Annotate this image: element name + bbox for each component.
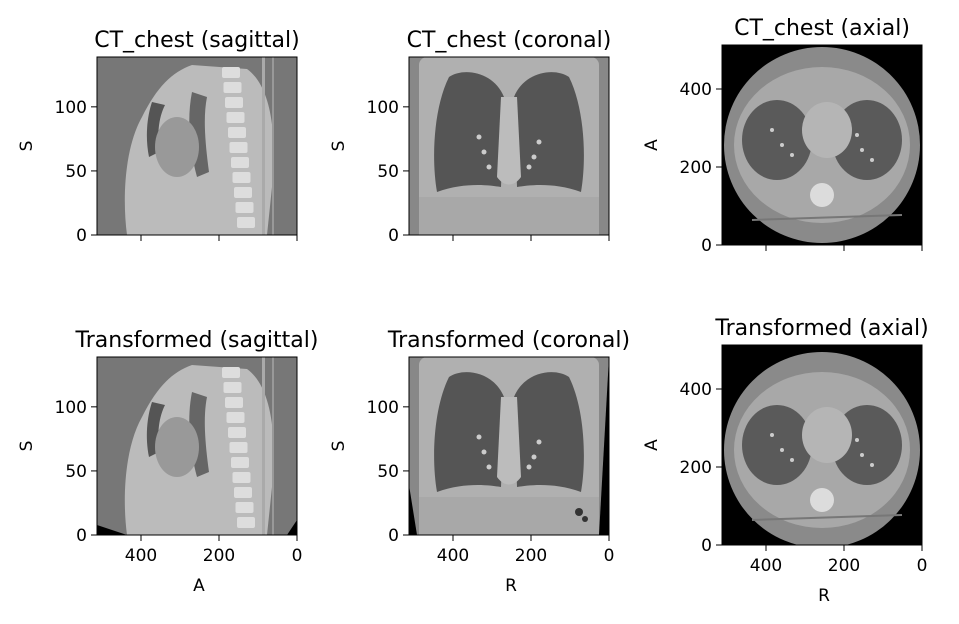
tr-sagittal-xtick-label: 0 bbox=[292, 546, 303, 566]
ct-sagittal-ytick-label: 100 bbox=[55, 98, 87, 118]
tr-coronal-ytick-label: 0 bbox=[388, 526, 399, 546]
tr-coronal-ytick-label: 100 bbox=[367, 398, 399, 418]
tr-sagittal-ylabel: S bbox=[17, 441, 37, 452]
tr-coronal-frame bbox=[408, 356, 610, 536]
tr-axial-ytick-label: 0 bbox=[701, 536, 712, 556]
panel-tr-sagittal: Transformed (sagittal) 0 50 100 400 200 0 S A bbox=[17, 328, 318, 596]
ct-sagittal-ylabel: S bbox=[17, 141, 37, 152]
tr-axial-xtick-label: 200 bbox=[828, 556, 860, 576]
tr-coronal-xlabel: R bbox=[505, 576, 517, 596]
tr-axial-image bbox=[722, 345, 922, 545]
tr-coronal-image bbox=[409, 357, 609, 535]
ct-coronal-ytick-label: 50 bbox=[377, 162, 399, 182]
tr-axial-ytick-label: 400 bbox=[680, 380, 712, 400]
ct-sagittal-ytick-label: 50 bbox=[65, 162, 87, 182]
ct-axial-image bbox=[722, 45, 922, 245]
tr-sagittal-xlabel: A bbox=[193, 576, 205, 596]
tr-coronal-ylabel: S bbox=[329, 441, 349, 452]
tr-sagittal-ytick-label: 50 bbox=[65, 462, 87, 482]
panel-ct-axial: CT_chest (axial) 0 200 400 A bbox=[642, 16, 923, 256]
ct-coronal-image bbox=[409, 57, 609, 235]
ct-sagittal-image bbox=[97, 57, 297, 235]
ct-sagittal-frame bbox=[96, 56, 298, 236]
tr-coronal-xtick-label: 0 bbox=[604, 546, 615, 566]
tr-coronal-xtick-label: 400 bbox=[437, 546, 469, 566]
ct-axial-ylabel: A bbox=[642, 139, 662, 151]
panel-tr-axial: Transformed (axial) 0 200 400 400 200 0 A R bbox=[642, 316, 929, 606]
tr-coronal-title: Transformed (coronal) bbox=[387, 328, 630, 353]
tr-sagittal-ytick-label: 100 bbox=[55, 398, 87, 418]
ct-coronal-frame bbox=[408, 56, 610, 236]
ct-coronal-title: CT_chest (coronal) bbox=[407, 28, 612, 53]
tr-axial-xtick-label: 0 bbox=[917, 556, 928, 576]
ct-sagittal-ytick-label: 0 bbox=[76, 226, 87, 246]
tr-axial-ylabel: A bbox=[642, 439, 662, 451]
ct-axial-ytick-label: 0 bbox=[701, 236, 712, 256]
ct-sagittal-title: CT_chest (sagittal) bbox=[94, 28, 300, 53]
ct-coronal-ytick-label: 100 bbox=[367, 98, 399, 118]
tr-axial-xlabel: R bbox=[818, 586, 830, 606]
tr-sagittal-frame bbox=[96, 356, 298, 536]
tr-sagittal-xtick-label: 400 bbox=[125, 546, 157, 566]
tr-axial-title: Transformed (axial) bbox=[714, 316, 928, 341]
tr-sagittal-ytick-label: 0 bbox=[76, 526, 87, 546]
tr-axial-xtick-label: 400 bbox=[750, 556, 782, 576]
tr-sagittal-xtick-label: 200 bbox=[203, 546, 235, 566]
ct-coronal-ytick-label: 0 bbox=[388, 226, 399, 246]
tr-axial-frame bbox=[721, 344, 923, 546]
ct-axial-title: CT_chest (axial) bbox=[734, 16, 910, 41]
tr-axial-ytick-label: 200 bbox=[680, 458, 712, 478]
ct-axial-ytick-label: 400 bbox=[680, 80, 712, 100]
ct-axial-frame bbox=[721, 44, 923, 246]
tr-coronal-ytick-label: 50 bbox=[377, 462, 399, 482]
panel-ct-sagittal: CT_chest (sagittal) 0 50 100 S bbox=[17, 28, 300, 246]
panel-tr-coronal: Transformed (coronal) 0 50 100 400 200 0 S R bbox=[329, 328, 630, 596]
ct-coronal-ylabel: S bbox=[329, 141, 349, 152]
tr-sagittal-image bbox=[97, 357, 297, 535]
tr-sagittal-title: Transformed (sagittal) bbox=[75, 328, 319, 353]
panel-ct-coronal: CT_chest (coronal) 0 50 100 S bbox=[329, 28, 611, 246]
tr-coronal-xtick-label: 200 bbox=[515, 546, 547, 566]
ct-axial-ytick-label: 200 bbox=[680, 158, 712, 178]
